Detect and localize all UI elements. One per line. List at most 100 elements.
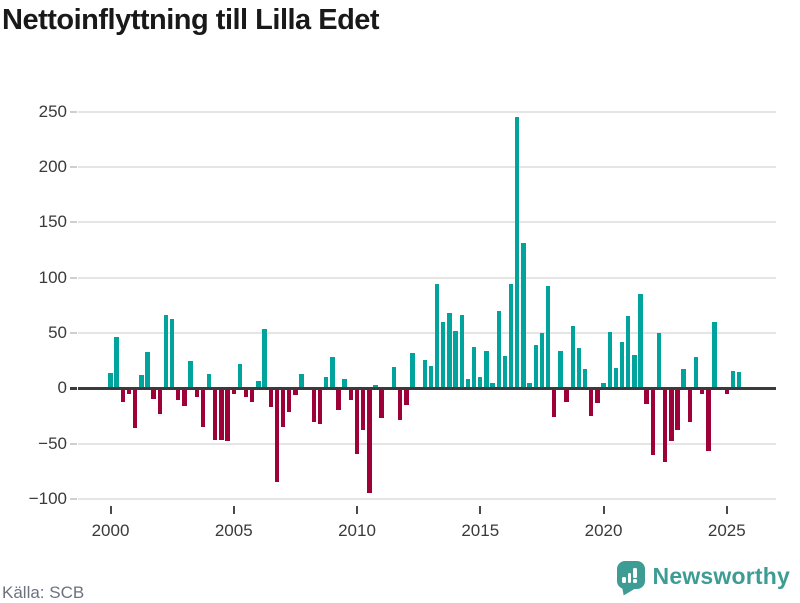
x-tick-2015 [479, 506, 482, 514]
bar-2022-Q2 [656, 332, 662, 389]
bar-2020-Q3 [613, 368, 619, 389]
bar-2013-Q4 [447, 313, 452, 389]
y-axis-label-200: 200 [38, 156, 67, 176]
bar-2011-Q4 [397, 388, 403, 421]
bar-2021-Q2 [632, 355, 637, 389]
gridline-y-50 [78, 331, 776, 334]
x-axis-label-2005: 2005 [214, 521, 253, 540]
bar-2021-Q1 [625, 316, 631, 389]
bar-2005-Q3 [243, 388, 249, 398]
bar-2012-Q2 [410, 352, 415, 389]
y-tick-0 [70, 387, 77, 391]
gridline-y--100 [78, 498, 776, 500]
source-label: Källa: SCB [2, 583, 85, 602]
x-axis-label-2010: 2010 [338, 521, 376, 540]
y-axis-label--50: −50 [38, 433, 67, 453]
bar-2000-Q3 [120, 388, 126, 402]
bar-2003-Q4 [200, 388, 206, 428]
bar-2011-Q1 [379, 388, 384, 419]
bar-2001-Q2 [139, 375, 144, 389]
bar-2017-Q1 [527, 382, 532, 389]
bar-2018-Q3 [564, 388, 569, 402]
x-tick-2010 [356, 506, 359, 514]
bar-2022-Q4 [669, 388, 674, 442]
bar-2007-Q3 [293, 388, 298, 395]
bar-2015-Q4 [496, 310, 501, 389]
bar-2023-Q4 [693, 357, 699, 389]
x-axis-label-2020: 2020 [584, 521, 623, 540]
bar-2004-Q3 [219, 388, 224, 441]
newsworthy-brand: Newsworthy [616, 557, 790, 598]
bar-2019-Q1 [576, 348, 582, 389]
bar-2019-Q3 [589, 388, 594, 416]
bar-2010-Q4 [373, 384, 378, 389]
bar-2006-Q3 [268, 388, 273, 408]
bar-2025-Q1 [724, 388, 729, 394]
x-tick-2005 [232, 506, 235, 514]
bar-2018-Q2 [558, 350, 563, 389]
y-axis-label-100: 100 [38, 267, 67, 287]
y-tick--50 [70, 442, 77, 445]
bar-2015-Q3 [490, 382, 495, 389]
bar-2001-Q4 [151, 388, 156, 400]
bar-2009-Q2 [336, 388, 341, 411]
bar-2004-Q4 [225, 388, 230, 442]
bar-2024-Q1 [699, 388, 705, 394]
bar-2020-Q4 [619, 341, 625, 389]
bar-2010-Q3 [367, 388, 372, 494]
gridline-y-100 [78, 276, 776, 279]
bar-2020-Q2 [607, 331, 612, 389]
bar-2023-Q3 [687, 388, 692, 422]
bar-2014-Q4 [471, 347, 477, 389]
bar-2014-Q3 [465, 379, 471, 389]
bar-2001-Q1 [132, 388, 138, 429]
bar-2025-Q3 [736, 371, 742, 389]
bar-2010-Q2 [360, 388, 366, 431]
bar-2002-Q4 [176, 388, 181, 401]
bar-2013-Q2 [434, 284, 440, 389]
bar-2021-Q3 [638, 294, 643, 389]
bar-2002-Q2 [163, 315, 169, 389]
bar-2009-Q3 [342, 379, 347, 389]
bar-2003-Q2 [188, 360, 193, 389]
x-tick-2020 [602, 506, 605, 514]
bar-2012-Q1 [404, 388, 409, 405]
bar-2023-Q2 [681, 369, 686, 389]
gridline-y-200 [78, 165, 776, 168]
bar-2022-Q3 [662, 388, 668, 463]
y-tick-150 [70, 221, 77, 224]
bar-2016-Q4 [521, 243, 526, 389]
y-axis-label--100: −100 [28, 489, 67, 508]
bar-2007-Q1 [280, 388, 286, 428]
bar-2009-Q4 [348, 388, 354, 401]
y-axis-label-0: 0 [57, 378, 67, 398]
brand-name: Newsworthy [652, 562, 790, 589]
bar-2024-Q2 [706, 388, 711, 452]
bar-2006-Q1 [256, 380, 261, 389]
bar-2007-Q4 [299, 373, 304, 389]
bar-2011-Q3 [391, 367, 397, 389]
y-tick-100 [70, 276, 77, 279]
gridline-y-250 [78, 110, 776, 113]
bar-2010-Q1 [354, 388, 360, 454]
bar-2023-Q1 [675, 388, 680, 431]
zero-baseline [78, 386, 776, 390]
bar-2003-Q3 [194, 388, 199, 398]
bar-2014-Q2 [459, 315, 464, 389]
chart-plot-area [78, 104, 776, 516]
bar-2004-Q2 [213, 388, 218, 441]
gridline-y--50 [78, 442, 776, 445]
bar-2008-Q3 [317, 388, 323, 424]
bar-2025-Q2 [730, 370, 736, 389]
bar-2013-Q3 [441, 321, 446, 389]
x-tick-2000 [109, 506, 112, 514]
bar-2000-Q4 [126, 388, 132, 394]
y-axis-label-150: 150 [38, 212, 67, 232]
bar-2000-Q1 [108, 372, 113, 389]
bar-2018-Q1 [552, 388, 557, 418]
bar-2002-Q3 [169, 318, 175, 389]
bar-2015-Q2 [484, 350, 489, 389]
bar-2008-Q4 [324, 377, 329, 389]
x-axis-label-2000: 2000 [91, 521, 130, 540]
bar-2021-Q4 [644, 388, 649, 404]
